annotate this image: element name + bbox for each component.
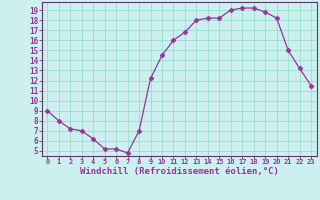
X-axis label: Windchill (Refroidissement éolien,°C): Windchill (Refroidissement éolien,°C) <box>80 167 279 176</box>
